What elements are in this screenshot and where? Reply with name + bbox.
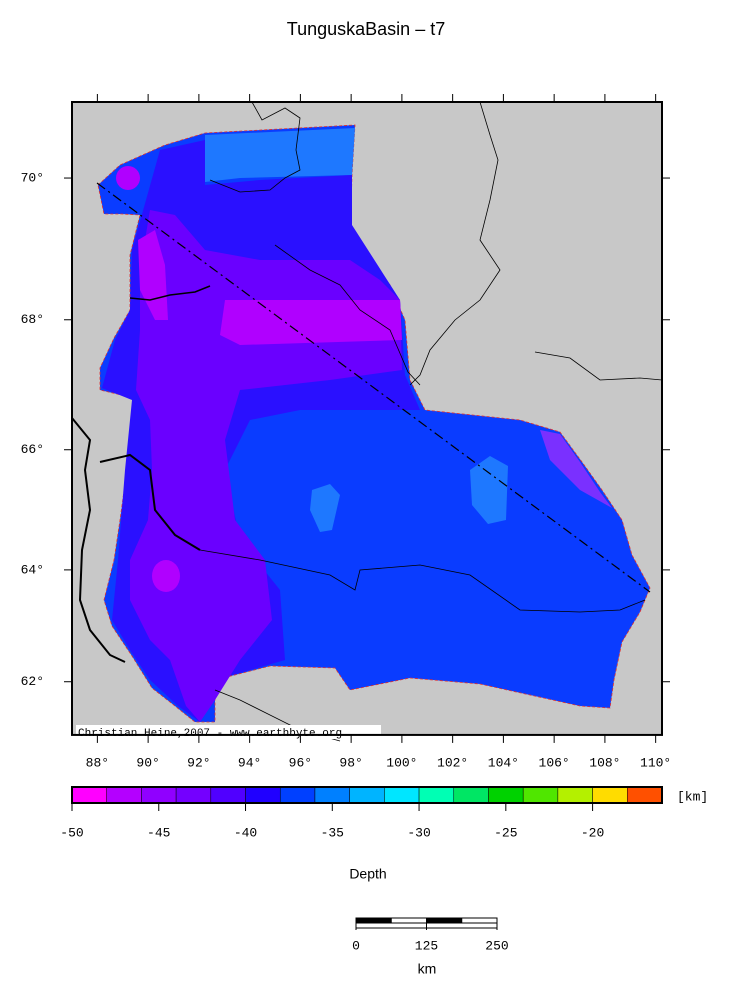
colorbar-segment <box>592 786 628 804</box>
y-tick-label: 70° <box>21 170 44 185</box>
x-tick-label: 98° <box>339 755 362 770</box>
colorbar-frame <box>71 786 663 804</box>
colorbar-segment <box>418 786 455 804</box>
colorbar-tick-label: -45 <box>147 825 170 840</box>
x-tick-label: 90° <box>136 755 159 770</box>
y-tick-label: 62° <box>21 674 44 689</box>
scale-unit: km <box>418 961 437 977</box>
scale-segment <box>390 917 427 924</box>
colorbar-segment <box>522 786 559 804</box>
colorbar-segment <box>453 786 489 804</box>
title: TunguskaBasin – t7 <box>287 19 445 39</box>
colorbar-segment <box>314 786 350 804</box>
y-tick-label: 68° <box>21 312 44 327</box>
coastline <box>274 244 421 386</box>
scale-segment <box>426 917 463 924</box>
region-deepest <box>116 166 140 190</box>
region-edge <box>540 430 612 508</box>
colorbar-unit: [km] <box>677 789 708 804</box>
colorbar-segment <box>627 786 663 804</box>
scale-tick-label: 0 <box>352 938 360 953</box>
x-tick-label: 102° <box>437 755 468 770</box>
x-tick-label: 104° <box>488 755 519 770</box>
colorbar-segment <box>141 786 177 804</box>
credit: Christian Heine,2007 - www.earthbyte.org <box>78 728 342 740</box>
y-tick-label: 66° <box>21 442 44 457</box>
colorbar-tick-label: -50 <box>60 825 83 840</box>
y-tick-label: 64° <box>21 562 44 577</box>
colorbar-segment <box>245 786 281 804</box>
colorbar-segment <box>71 786 107 804</box>
border <box>199 549 646 613</box>
colorbar-tick-label: -30 <box>407 825 430 840</box>
river <box>99 453 201 551</box>
x-tick-label: 92° <box>187 755 210 770</box>
x-tick-label: 110° <box>640 755 671 770</box>
x-tick-label: 94° <box>238 755 261 770</box>
scale-tick-label: 125 <box>415 938 438 953</box>
colorbar-segment <box>384 786 420 804</box>
x-tick-label: 96° <box>289 755 312 770</box>
colorbar-label: Depth <box>349 866 386 882</box>
scale-segment <box>461 917 498 924</box>
profile-line <box>96 182 651 593</box>
region-deepest <box>152 560 180 592</box>
x-tick-label: 106° <box>539 755 570 770</box>
colorbar-tick-label: -20 <box>581 825 604 840</box>
x-tick-label: 100° <box>386 755 417 770</box>
colorbar-segment <box>557 786 593 804</box>
region-shallow <box>310 484 340 532</box>
colorbar-segment <box>488 786 524 804</box>
x-tick-label: 88° <box>86 755 109 770</box>
colorbar-segment <box>106 786 142 804</box>
colorbar-segment <box>175 786 212 804</box>
colorbar-tick-label: -40 <box>234 825 257 840</box>
map-frame <box>71 101 663 736</box>
coastline <box>534 351 663 381</box>
river <box>129 285 211 301</box>
region-shallow <box>205 128 355 182</box>
region-deepest <box>220 300 402 345</box>
colorbar-segment <box>349 786 385 804</box>
scale-tick-label: 250 <box>485 938 508 953</box>
region-shallow <box>470 456 508 524</box>
colorbar-tick-label: -35 <box>321 825 344 840</box>
map-area: Christian Heine,2007 - www.earthbyte.org <box>71 101 663 742</box>
x-tick-label: 108° <box>589 755 620 770</box>
river <box>71 417 126 663</box>
coastline <box>409 101 501 386</box>
colorbar-segment <box>279 786 316 804</box>
coastline <box>209 101 301 193</box>
scale-segment <box>355 917 392 924</box>
colorbar-segment <box>210 786 246 804</box>
colorbar-tick-label: -25 <box>494 825 517 840</box>
